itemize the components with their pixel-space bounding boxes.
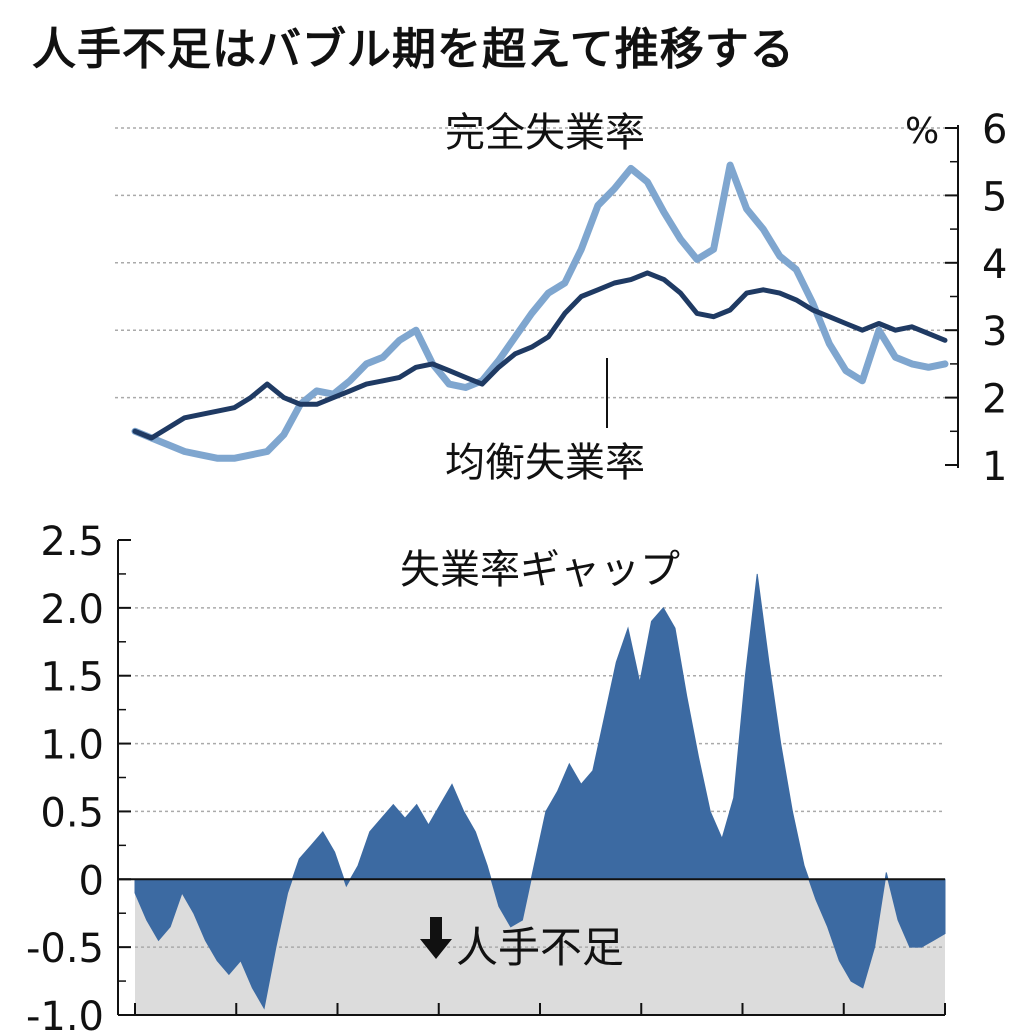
y-tick-label: -1.0 xyxy=(26,994,104,1032)
y-tick-label: 0.5 xyxy=(40,790,104,836)
unit-label: % xyxy=(905,111,939,152)
down-arrow-icon xyxy=(420,917,452,959)
y-tick-label: 0 xyxy=(79,858,104,904)
equilibrium-unemployment-line xyxy=(132,270,948,441)
y-tick-label: 5 xyxy=(982,174,1007,220)
series-label-equilibrium: 均衡失業率 xyxy=(445,440,645,486)
series-label-gap: 失業率ギャップ xyxy=(400,547,680,593)
series-label-actual: 完全失業率 xyxy=(445,110,645,156)
y-tick-label: 4 xyxy=(982,242,1007,288)
y-tick-label: 1.0 xyxy=(40,723,104,769)
band-label-shortage: 人手不足 xyxy=(456,923,624,972)
y-tick-label: 1.5 xyxy=(40,655,104,701)
y-tick-label: -0.5 xyxy=(26,926,104,972)
y-tick-label: 1 xyxy=(982,444,1007,490)
y-tick-label: 2.5 xyxy=(40,519,104,565)
y-tick-label: 6 xyxy=(982,107,1007,153)
y-tick-label: 2.0 xyxy=(40,587,104,633)
y-tick-label: 2 xyxy=(982,377,1007,423)
y-tick-label: 3 xyxy=(982,309,1007,355)
actual-unemployment-line xyxy=(131,161,949,462)
gap-area xyxy=(134,573,946,1010)
chart-title: 人手不足はバブル期を超えて推移する xyxy=(32,24,795,75)
